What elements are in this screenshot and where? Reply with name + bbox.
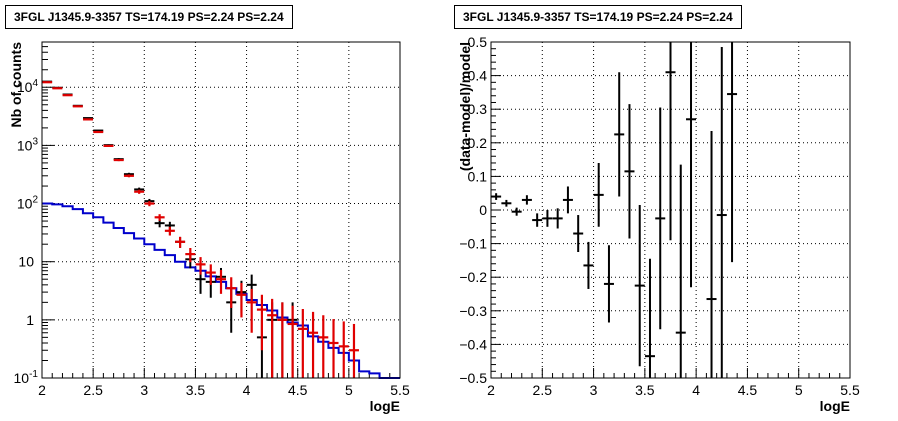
right-y-tick-label: −0.1 bbox=[459, 236, 487, 252]
right-plot-frame bbox=[490, 41, 851, 379]
left-x-tick-label: 3 bbox=[140, 382, 148, 398]
right-chart-title: 3FGL J1345.9-3357 TS=174.19 PS=2.24 PS=2… bbox=[454, 5, 742, 29]
right-y-tick-label: −0.5 bbox=[459, 370, 487, 386]
right-y-tick-label: −0.2 bbox=[459, 269, 487, 285]
left-x-tick-label: 5.5 bbox=[390, 382, 410, 398]
right-y-tick-label: 0.3 bbox=[468, 101, 488, 117]
model-step-line bbox=[42, 202, 400, 379]
right-y-tick-label: 0 bbox=[479, 202, 487, 218]
right-y-tick-label: 0.2 bbox=[468, 135, 488, 151]
left-plot-group bbox=[41, 41, 401, 379]
right-plot-group bbox=[490, 41, 851, 379]
left-chart-title: 3FGL J1345.9-3357 TS=174.19 PS=2.24 PS=2… bbox=[5, 5, 293, 29]
right-x-tick-label: 2.5 bbox=[533, 382, 553, 398]
right-y-tick-label: −0.3 bbox=[459, 303, 487, 319]
right-y-tick-label: 0.5 bbox=[468, 34, 488, 50]
left-x-tick-label: 2.5 bbox=[83, 382, 103, 398]
left-x-tick-label: 3.5 bbox=[186, 382, 206, 398]
right-x-axis-label: logE bbox=[820, 398, 850, 414]
left-y-tick-label: 104 bbox=[17, 78, 39, 95]
left-y-tick-label: 102 bbox=[17, 195, 39, 212]
left-x-tick-label: 2 bbox=[38, 382, 46, 398]
right-x-tick-label: 4 bbox=[692, 382, 700, 398]
right-y-tick-label: 0.1 bbox=[468, 168, 488, 184]
left-y-axis-label: Nb of counts bbox=[8, 42, 24, 128]
right-x-tick-label: 3 bbox=[590, 382, 598, 398]
left-x-tick-label: 5 bbox=[345, 382, 353, 398]
left-y-tick-label: 103 bbox=[17, 136, 39, 153]
right-y-tick-label: 0.4 bbox=[468, 68, 488, 84]
left-plot-frame bbox=[41, 41, 401, 379]
right-x-tick-label: 2 bbox=[487, 382, 495, 398]
left-x-tick-label: 4 bbox=[243, 382, 251, 398]
left-x-tick-label: 4.5 bbox=[288, 382, 308, 398]
right-x-tick-label: 4.5 bbox=[738, 382, 758, 398]
left-x-axis-label: logE bbox=[370, 398, 400, 414]
right-y-axis-label: (data-model)/model bbox=[457, 42, 473, 171]
right-y-tick-label: −0.4 bbox=[459, 336, 487, 352]
left-y-tick-label: 1 bbox=[26, 312, 34, 328]
right-x-tick-label: 5 bbox=[795, 382, 803, 398]
left-y-tick-label: 10-1 bbox=[14, 369, 39, 386]
left-y-tick-label: 10 bbox=[18, 254, 34, 270]
right-x-tick-label: 3.5 bbox=[635, 382, 655, 398]
right-x-tick-label: 5.5 bbox=[840, 382, 860, 398]
